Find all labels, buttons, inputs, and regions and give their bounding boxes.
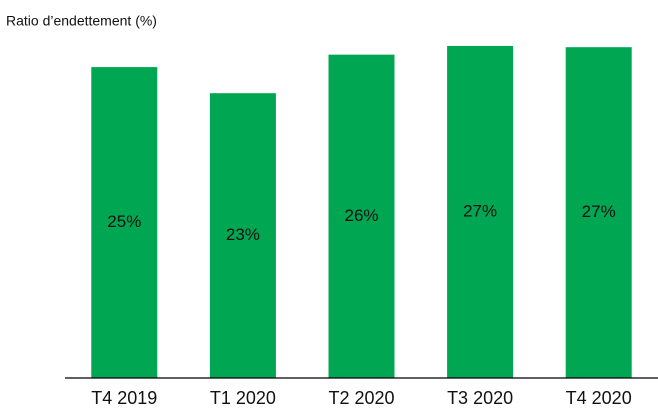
x-tick-label: T2 2020 xyxy=(328,388,394,408)
x-tick-label: T1 2020 xyxy=(210,388,276,408)
bar xyxy=(447,45,514,378)
x-tick-label: T4 2019 xyxy=(91,388,157,408)
bar xyxy=(565,47,632,379)
data-label: 23% xyxy=(226,225,260,244)
chart-title: Ratio d’endettement (%) xyxy=(6,13,157,29)
data-label: 26% xyxy=(344,206,378,225)
bar xyxy=(91,67,158,378)
data-label: 27% xyxy=(463,201,497,220)
bar xyxy=(328,54,395,379)
x-tick-label: T3 2020 xyxy=(447,388,513,408)
data-label: 25% xyxy=(107,212,141,231)
x-tick-label: T4 2020 xyxy=(566,388,632,408)
bar xyxy=(209,93,276,378)
data-label: 27% xyxy=(582,202,616,221)
